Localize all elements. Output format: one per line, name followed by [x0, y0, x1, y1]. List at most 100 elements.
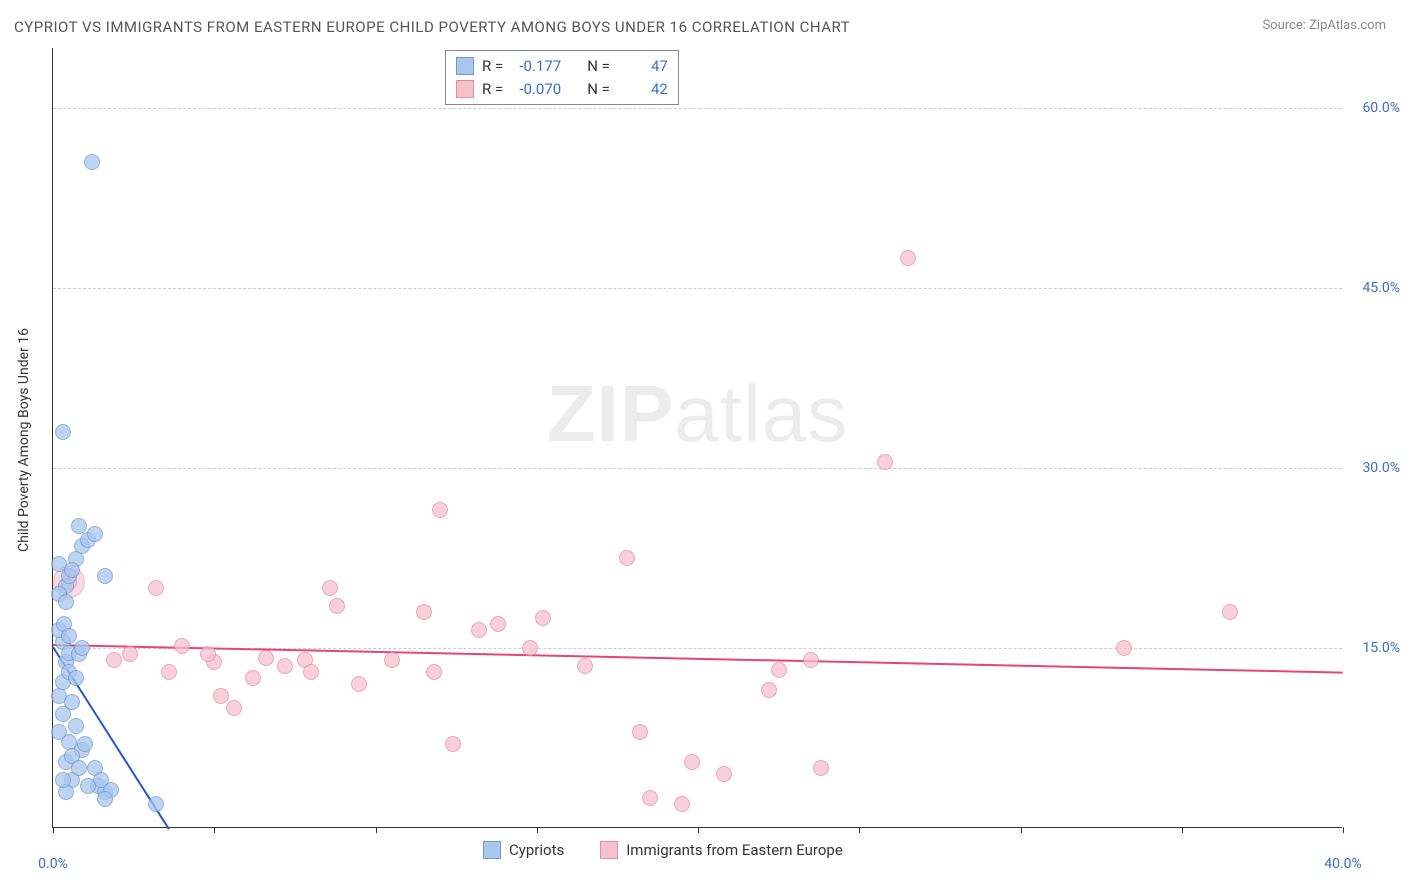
data-point [200, 646, 216, 662]
data-point [97, 568, 113, 584]
legend-item-cypriots: Cypriots [483, 841, 564, 859]
data-point [55, 772, 71, 788]
x-tick-label: 40.0% [1324, 856, 1362, 872]
r-value-immigrants: -0.070 [511, 78, 561, 101]
data-point [684, 754, 700, 770]
legend-swatch-cypriots [483, 841, 501, 859]
legend-label-cypriots: Cypriots [509, 841, 564, 859]
data-point [148, 796, 164, 812]
data-point [58, 594, 74, 610]
source-attribution: Source: ZipAtlas.com [1262, 18, 1386, 33]
legend-swatch-immigrants [600, 841, 618, 859]
y-tick-label: 15.0% [1362, 640, 1400, 656]
data-point [80, 778, 96, 794]
y-tick-label: 30.0% [1362, 460, 1400, 476]
data-point [384, 652, 400, 668]
y-tick-label: 45.0% [1362, 280, 1400, 296]
x-tick [53, 827, 54, 833]
data-point [771, 662, 787, 678]
data-point [161, 664, 177, 680]
x-tick [214, 827, 215, 833]
x-tick [698, 827, 699, 833]
data-point [535, 610, 551, 626]
bottom-legend: Cypriots Immigrants from Eastern Europe [483, 841, 843, 859]
data-point [432, 502, 448, 518]
data-point [174, 638, 190, 654]
gridline [53, 468, 1342, 469]
data-point [813, 760, 829, 776]
chart-title: CYPRIOT VS IMMIGRANTS FROM EASTERN EUROP… [14, 18, 850, 36]
data-point [226, 700, 242, 716]
r-label: R = [482, 78, 503, 101]
stats-row-immigrants: R = -0.070 N = 42 [456, 78, 668, 101]
swatch-immigrants [456, 80, 474, 98]
data-point [71, 518, 87, 534]
data-point [900, 250, 916, 266]
data-point [416, 604, 432, 620]
legend-item-immigrants: Immigrants from Eastern Europe [600, 841, 843, 859]
data-point [577, 658, 593, 674]
data-point [64, 562, 80, 578]
x-tick [376, 827, 377, 833]
gridline [53, 288, 1342, 289]
data-point [87, 526, 103, 542]
gridline [53, 108, 1342, 109]
data-point [632, 724, 648, 740]
data-point [68, 670, 84, 686]
data-point [106, 652, 122, 668]
data-point [213, 688, 229, 704]
data-point [61, 628, 77, 644]
data-point [303, 664, 319, 680]
plot-area: ZIPatlas R = -0.177 N = 47 R = -0.070 N … [52, 48, 1342, 828]
data-point [258, 650, 274, 666]
n-label: N = [587, 55, 610, 78]
data-point [68, 718, 84, 734]
data-point [642, 790, 658, 806]
n-value-cypriots: 47 [618, 55, 668, 78]
data-point [277, 658, 293, 674]
data-point [1222, 604, 1238, 620]
data-point [148, 580, 164, 596]
data-point [471, 622, 487, 638]
data-point [329, 598, 345, 614]
data-point [490, 616, 506, 632]
data-point [122, 646, 138, 662]
data-point [74, 640, 90, 656]
data-point [51, 724, 67, 740]
data-point [55, 424, 71, 440]
data-point [445, 736, 461, 752]
n-label: N = [587, 78, 610, 101]
swatch-cypriots [456, 57, 474, 75]
data-point [803, 652, 819, 668]
r-label: R = [482, 55, 503, 78]
data-point [322, 580, 338, 596]
stats-row-cypriots: R = -0.177 N = 47 [456, 55, 668, 78]
x-tick [1343, 827, 1344, 833]
r-value-cypriots: -0.177 [511, 55, 561, 78]
data-point [1116, 640, 1132, 656]
x-tick [537, 827, 538, 833]
watermark-light: atlas [674, 369, 848, 458]
y-tick-label: 60.0% [1362, 100, 1400, 116]
watermark: ZIPatlas [547, 368, 848, 460]
data-point [674, 796, 690, 812]
data-point [84, 154, 100, 170]
source-value: ZipAtlas.com [1309, 18, 1386, 33]
x-tick [1021, 827, 1022, 833]
n-value-immigrants: 42 [618, 78, 668, 101]
y-axis-title: Child Poverty Among Boys Under 16 [16, 328, 32, 552]
data-point [761, 682, 777, 698]
x-tick [1182, 827, 1183, 833]
data-point [877, 454, 893, 470]
x-tick-label: 0.0% [38, 856, 68, 872]
data-point [619, 550, 635, 566]
x-tick [859, 827, 860, 833]
data-point [77, 736, 93, 752]
legend-label-immigrants: Immigrants from Eastern Europe [626, 841, 843, 859]
data-point [351, 676, 367, 692]
watermark-bold: ZIP [547, 369, 674, 458]
data-point [71, 760, 87, 776]
data-point [245, 670, 261, 686]
data-point [522, 640, 538, 656]
data-point [64, 694, 80, 710]
